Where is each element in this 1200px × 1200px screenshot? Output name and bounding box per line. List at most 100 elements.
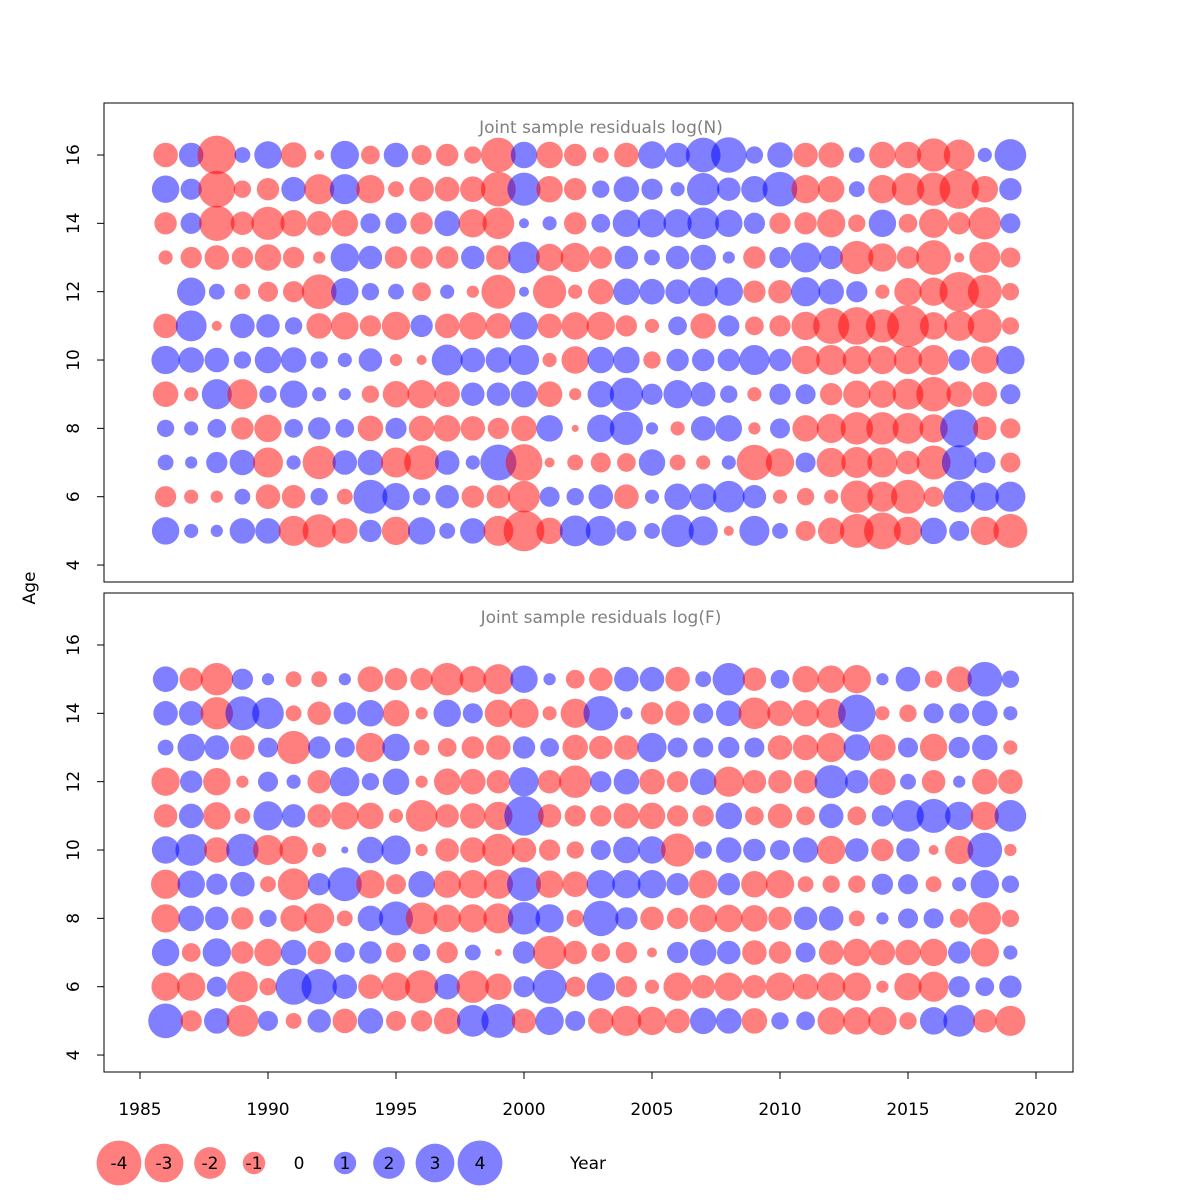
legend-bubble bbox=[242, 1151, 266, 1175]
residual-bubble bbox=[383, 142, 409, 168]
residual-bubble bbox=[817, 972, 846, 1001]
residual-bubble bbox=[900, 773, 916, 790]
residual-bubble bbox=[943, 139, 975, 171]
residual-bubble bbox=[793, 769, 818, 794]
residual-bubble bbox=[175, 834, 208, 866]
residual-bubble bbox=[876, 912, 889, 925]
residual-bubble bbox=[230, 211, 255, 236]
residual-bubble bbox=[614, 142, 639, 168]
residual-bubble bbox=[306, 211, 332, 236]
residual-bubble bbox=[410, 668, 433, 691]
residual-bubble bbox=[587, 414, 615, 443]
residual-bubble bbox=[639, 768, 665, 795]
residual-bubble bbox=[381, 311, 411, 341]
residual-bubble bbox=[304, 174, 335, 205]
residual-bubble bbox=[459, 665, 487, 693]
residual-bubble bbox=[1000, 452, 1021, 473]
residual-bubble bbox=[156, 419, 175, 438]
residual-bubble bbox=[715, 904, 743, 933]
residual-bubble bbox=[210, 524, 223, 538]
residual-bubble bbox=[845, 838, 869, 862]
residual-bubble bbox=[994, 800, 1027, 832]
residual-bubble bbox=[236, 775, 249, 788]
residual-bubble bbox=[430, 662, 464, 696]
residual-bubble bbox=[254, 938, 282, 967]
residual-bubble bbox=[920, 517, 947, 545]
residual-bubble bbox=[461, 485, 484, 508]
residual-bubble bbox=[494, 948, 502, 957]
residual-bubble bbox=[665, 279, 690, 304]
residual-bubble bbox=[385, 874, 407, 895]
residual-bubble bbox=[767, 735, 793, 760]
residual-bubble bbox=[461, 382, 485, 406]
residual-bubble bbox=[332, 1008, 358, 1034]
residual-bubble bbox=[460, 416, 486, 441]
residual-bubble bbox=[998, 769, 1023, 794]
residual-bubble bbox=[770, 669, 790, 689]
residual-bubble bbox=[312, 387, 327, 402]
legend-label: 1 bbox=[340, 1154, 351, 1174]
residual-bubble bbox=[589, 735, 613, 760]
residual-bubble bbox=[458, 870, 487, 899]
residual-bubble bbox=[609, 377, 644, 411]
residual-bubble bbox=[615, 976, 638, 998]
residual-bubble bbox=[968, 902, 1002, 935]
residual-bubble bbox=[437, 738, 457, 757]
residual-bubble bbox=[869, 141, 896, 169]
residual-bubble bbox=[302, 445, 336, 480]
residual-bubble bbox=[824, 489, 839, 504]
residual-bubble bbox=[203, 802, 231, 830]
residual-bubble bbox=[486, 382, 511, 406]
residual-bubble bbox=[614, 735, 639, 760]
residual-bubble bbox=[899, 704, 917, 722]
x-tick-label: 2015 bbox=[886, 1100, 929, 1120]
residual-bubble bbox=[230, 871, 255, 897]
residual-bubble bbox=[715, 415, 743, 442]
residual-bubble bbox=[871, 873, 894, 895]
residual-bubble bbox=[666, 907, 689, 930]
residual-bubble bbox=[436, 246, 459, 269]
residual-bubble bbox=[644, 489, 660, 504]
residual-bubble bbox=[688, 277, 718, 307]
residual-bubble bbox=[435, 484, 459, 509]
residual-bubble bbox=[336, 488, 353, 505]
residual-bubble bbox=[357, 415, 384, 442]
residual-bubble bbox=[916, 240, 951, 275]
residual-bubble bbox=[638, 836, 666, 864]
residual-bubble bbox=[891, 479, 925, 514]
residual-bubble bbox=[723, 525, 734, 536]
residual-bubble bbox=[535, 1006, 564, 1036]
residual-bubble bbox=[507, 867, 541, 902]
residual-bubble bbox=[745, 806, 764, 826]
residual-bubble bbox=[1001, 317, 1020, 335]
residual-bubble bbox=[892, 378, 924, 410]
residual-bubble bbox=[410, 246, 433, 269]
residual-bubble bbox=[151, 972, 180, 1001]
residual-bubble bbox=[690, 244, 716, 271]
residual-bubble bbox=[868, 345, 897, 375]
residual-bubble bbox=[666, 771, 689, 793]
residual-bubble bbox=[748, 422, 761, 435]
residual-bubble bbox=[665, 666, 690, 692]
x-tick-label: 2000 bbox=[502, 1100, 545, 1120]
residual-bubble bbox=[307, 1009, 331, 1033]
residual-bubble bbox=[665, 1008, 690, 1034]
residual-bubble bbox=[795, 520, 816, 541]
residual-bubble bbox=[330, 243, 359, 272]
residual-bubble bbox=[154, 212, 177, 235]
residual-bubble bbox=[973, 416, 997, 441]
residual-bubble bbox=[481, 274, 516, 309]
residual-bubble bbox=[460, 176, 486, 202]
residual-bubble bbox=[388, 181, 404, 198]
residual-bubble bbox=[590, 805, 612, 827]
residual-bubble bbox=[565, 669, 585, 689]
residual-bubble bbox=[866, 412, 899, 445]
residual-bubble bbox=[968, 207, 1002, 240]
residual-bubble bbox=[433, 904, 461, 933]
residual-bubble bbox=[638, 802, 666, 830]
residual-bubble bbox=[742, 484, 767, 509]
residual-bubble bbox=[329, 174, 360, 205]
x-tick-label: 1990 bbox=[246, 1100, 289, 1120]
residual-bubble bbox=[567, 454, 584, 471]
residual-bubble bbox=[206, 873, 228, 895]
